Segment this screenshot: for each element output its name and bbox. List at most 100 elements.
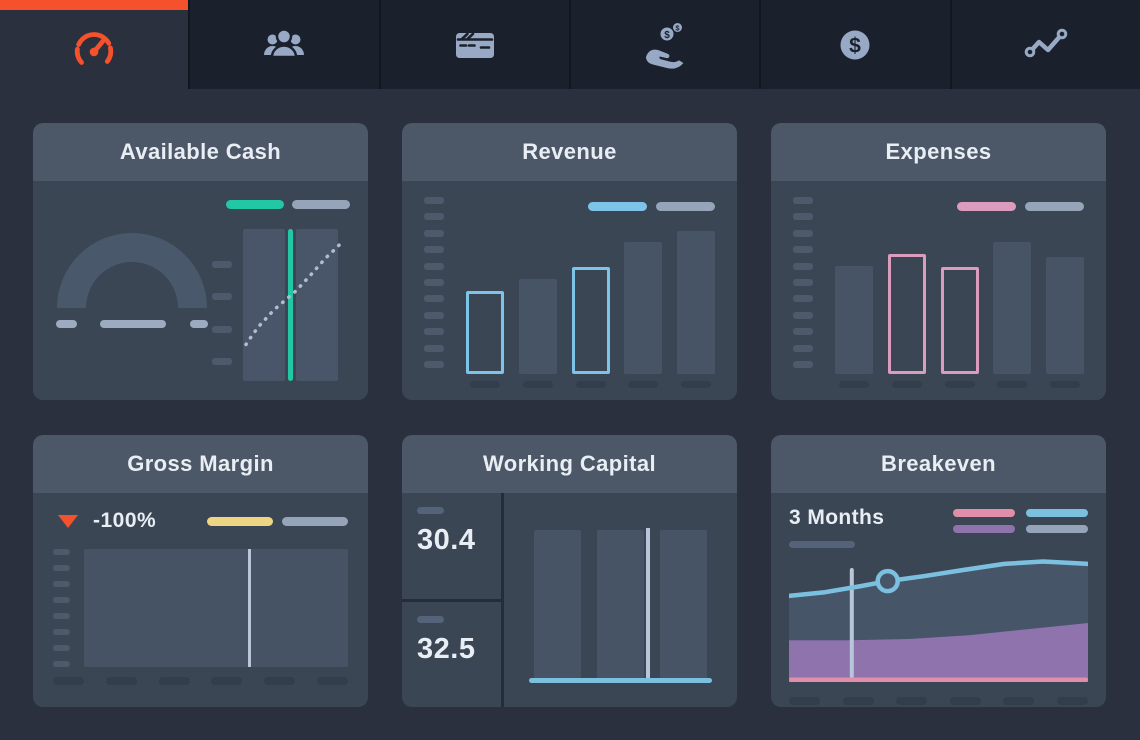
legend-pill — [656, 202, 715, 211]
axis-tick — [212, 261, 232, 268]
trend-line-icon — [1024, 28, 1068, 57]
tab-cheque[interactable] — [378, 0, 569, 89]
axis-tick — [53, 613, 70, 619]
axis-tick — [316, 677, 348, 685]
axis-tick — [211, 677, 243, 685]
legend-pill — [226, 200, 284, 209]
axis-tick — [424, 213, 444, 221]
axis-tick — [212, 293, 232, 301]
axis-tick — [949, 697, 981, 705]
stat-value: 30.4 — [417, 524, 476, 556]
card-expenses: Expenses — [771, 123, 1106, 400]
bar-group — [677, 231, 715, 388]
card-available-cash: Available Cash — [33, 123, 368, 400]
bar — [624, 242, 663, 374]
axis-tick — [424, 278, 444, 286]
axis-tick — [896, 697, 928, 705]
y-axis-ticks — [53, 549, 70, 667]
axis-tick — [628, 381, 659, 388]
legend — [588, 202, 715, 211]
gauge-arc — [56, 233, 207, 308]
chart-column — [296, 229, 338, 381]
period-label: 3 Months — [789, 506, 885, 529]
legend-pill — [957, 202, 1016, 211]
column — [597, 530, 644, 678]
axis-tick — [793, 295, 813, 303]
decrease-arrow-icon — [58, 514, 78, 528]
change-value: -100% — [93, 509, 157, 532]
legend-pill — [588, 202, 647, 211]
column-chart — [529, 511, 712, 683]
axis-tick — [842, 697, 874, 705]
bar — [466, 291, 504, 374]
legend-pill — [1026, 509, 1088, 517]
bar-group — [624, 242, 663, 388]
axis-tick — [793, 197, 813, 204]
bar-group — [993, 242, 1032, 388]
gauge-widget — [51, 181, 212, 400]
tab-income[interactable]: $ $ — [568, 0, 760, 89]
stat-cell: 32.5 — [402, 602, 501, 708]
axis-tick — [105, 677, 137, 685]
card-header: Available Cash — [33, 123, 368, 181]
card-header: Breakeven — [771, 435, 1106, 493]
bar — [887, 254, 926, 374]
card-title: Gross Margin — [127, 451, 274, 476]
card-title: Revenue — [522, 139, 617, 164]
column — [534, 530, 581, 678]
bar — [518, 279, 557, 374]
legend-pill — [292, 200, 350, 209]
bar-group — [1046, 257, 1084, 388]
axis-tick — [424, 197, 444, 204]
axis-tick — [470, 381, 500, 388]
tab-money[interactable]: $ — [759, 0, 950, 89]
slider-segment — [100, 320, 166, 328]
axis-tick — [997, 381, 1028, 388]
slider-segment — [55, 320, 77, 328]
axis-tick — [424, 360, 444, 368]
axis-tick — [891, 381, 922, 388]
axis-tick — [53, 549, 70, 555]
axis-tick — [575, 381, 606, 388]
card-header: Gross Margin — [33, 435, 368, 493]
axis-tick — [53, 581, 70, 587]
tab-contacts[interactable] — [188, 0, 379, 89]
legend-pill — [207, 516, 273, 526]
dotted-trend-line — [244, 242, 342, 347]
bar — [677, 231, 715, 374]
axis-tick — [53, 565, 70, 571]
tab-dashboard[interactable] — [0, 0, 189, 89]
axis-tick — [793, 262, 813, 270]
dollar-coin-icon: $ — [840, 30, 870, 59]
legend — [207, 516, 348, 526]
card-title: Available Cash — [119, 139, 282, 164]
y-axis-ticks — [212, 261, 232, 365]
card-title: Breakeven — [881, 451, 996, 476]
baseline — [529, 678, 712, 683]
axis-tick — [793, 278, 813, 286]
legend-pill — [282, 516, 348, 526]
axis-tick — [212, 325, 232, 333]
axis-tick — [424, 246, 444, 254]
speedometer-icon — [75, 31, 114, 65]
y-axis-ticks — [793, 197, 813, 368]
slider-segment — [189, 320, 208, 328]
legend — [212, 200, 350, 209]
chart-column — [243, 229, 285, 381]
card-header: Revenue — [402, 123, 737, 181]
legend — [953, 506, 1088, 533]
bar — [571, 267, 610, 374]
tab-trends[interactable] — [949, 0, 1140, 89]
bar-chart — [835, 242, 1084, 388]
bar — [835, 266, 873, 374]
svg-text:$: $ — [676, 23, 681, 32]
legend-pill — [953, 525, 1015, 533]
bar-group — [835, 266, 873, 388]
column — [660, 530, 707, 678]
card-working-capital: Working Capital 30.4 32.5 — [402, 435, 737, 707]
users-icon — [264, 27, 305, 58]
axis-tick — [53, 629, 70, 635]
card-gross-margin: Gross Margin -100% — [33, 435, 368, 707]
axis-tick — [1050, 381, 1080, 388]
axis-tick — [793, 229, 813, 237]
